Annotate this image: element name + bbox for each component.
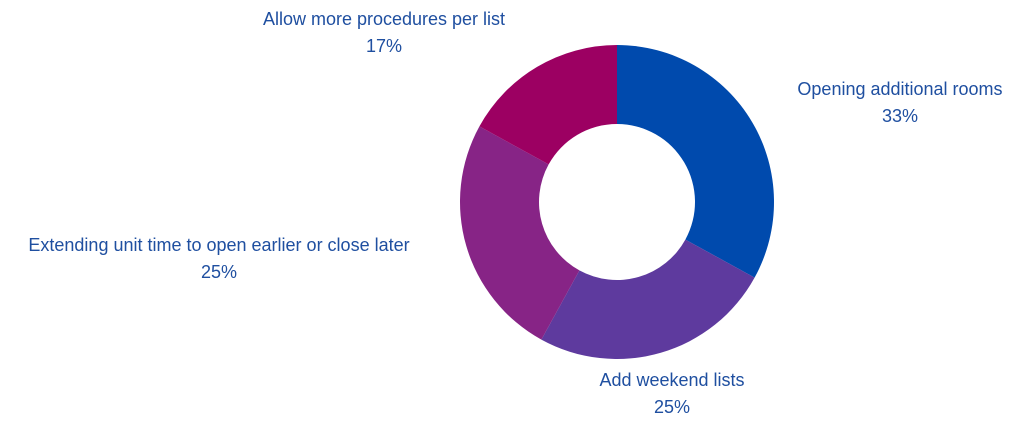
slice-label-add-weekend-lists: Add weekend lists	[599, 370, 744, 390]
slice-value-opening-additional-rooms: 33%	[882, 106, 918, 126]
slice-label-extending-unit-time: Extending unit time to open earlier or c…	[28, 235, 409, 255]
slice-value-allow-more-procedures: 17%	[366, 36, 402, 56]
slice-add-weekend-lists	[541, 239, 755, 359]
slice-opening-additional-rooms	[617, 45, 774, 278]
donut-slices	[460, 45, 774, 359]
slice-extending-unit-time-to-open-earlier-or-close-later	[460, 126, 580, 340]
slice-allow-more-procedures-per-list	[479, 45, 617, 165]
slice-label-allow-more-procedures: Allow more procedures per list	[263, 9, 505, 29]
slice-value-add-weekend-lists: 25%	[654, 397, 690, 417]
slice-label-opening-additional-rooms: Opening additional rooms	[797, 79, 1002, 99]
slice-value-extending-unit-time: 25%	[201, 262, 237, 282]
